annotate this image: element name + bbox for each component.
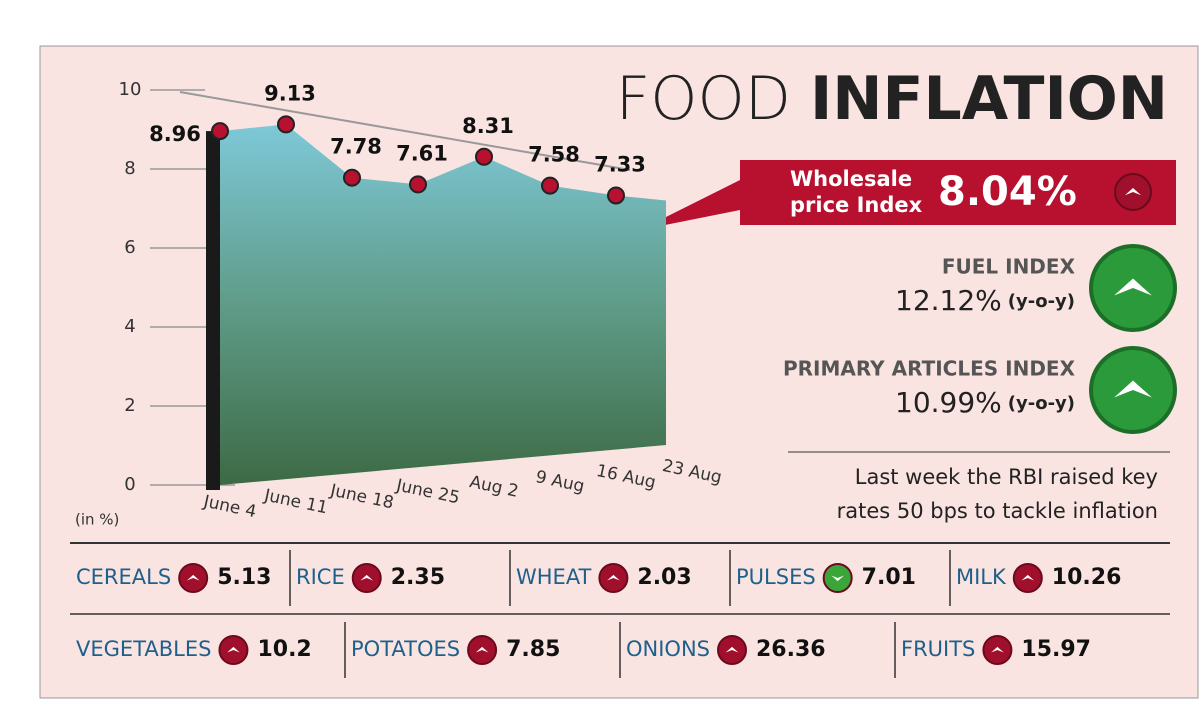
commodity-name: FRUITS xyxy=(901,637,975,661)
commodity-value: 26.36 xyxy=(756,637,826,662)
point xyxy=(211,122,229,141)
note: Last week the RBI raised key rates 50 bps… xyxy=(837,465,1158,523)
wholesale-label: Wholesale price Index xyxy=(790,167,923,217)
index-value-number: 12.12% xyxy=(895,284,1002,317)
data-label: 7.33 xyxy=(594,152,646,176)
title: FOOD INFLATION xyxy=(616,64,1168,134)
area xyxy=(220,124,666,486)
note-line: Last week the RBI raised key xyxy=(855,465,1158,489)
commodity-value: 5.13 xyxy=(217,565,271,590)
trend-line xyxy=(179,91,631,171)
icon-arrow xyxy=(360,574,374,581)
title-bold: INFLATION xyxy=(810,64,1168,134)
icon-arrow xyxy=(475,646,489,653)
arrow-icon xyxy=(351,563,382,593)
icon-arrow xyxy=(1114,278,1152,296)
commodity-value: 10.2 xyxy=(257,637,311,662)
data-label: 7.61 xyxy=(396,141,448,165)
y-axis-label: (in %) xyxy=(75,511,119,529)
point xyxy=(277,115,295,134)
y-tick-label: 8 xyxy=(124,158,135,179)
commodity-name: VEGETABLES xyxy=(76,637,211,661)
index-name: PRIMARY ARTICLES INDEX xyxy=(783,357,1076,381)
y-tick-label: 10 xyxy=(119,79,142,100)
point xyxy=(409,175,427,194)
arrow-icon xyxy=(717,635,747,665)
arrow-icon xyxy=(1089,346,1177,434)
commodity-name: RICE xyxy=(296,565,345,589)
icon-arrow xyxy=(186,574,200,581)
data-label: 7.78 xyxy=(330,135,382,159)
wholesale-label-line: price Index xyxy=(790,193,923,217)
icon-arrow xyxy=(725,646,739,653)
data-label: 8.31 xyxy=(462,114,514,138)
arrow-icon xyxy=(1114,173,1152,211)
commodity-name: ONIONS xyxy=(626,637,710,661)
commodity-name: CEREALS xyxy=(76,565,171,589)
index-name: FUEL INDEX xyxy=(942,255,1076,279)
icon-arrow xyxy=(1114,380,1152,398)
wholesale-value: 8.04% xyxy=(938,169,1077,215)
commodity-value: 7.01 xyxy=(862,565,916,590)
icon-arrow xyxy=(607,574,620,581)
commodity-value: 15.97 xyxy=(1021,637,1091,662)
icon-arrow xyxy=(1021,574,1035,581)
commodity-name: PULSES xyxy=(736,565,816,589)
arrow-icon xyxy=(1089,244,1177,332)
index-note: (y-o-y) xyxy=(1008,393,1075,414)
data-label: 8.96 xyxy=(149,122,201,146)
y-tick-label: 4 xyxy=(124,316,135,337)
index-value-number: 10.99% xyxy=(895,386,1002,419)
data-label: 7.58 xyxy=(528,143,580,167)
commodity-value: 7.85 xyxy=(506,637,560,662)
commodity-value: 2.35 xyxy=(391,565,445,590)
y-tick-label: 2 xyxy=(124,395,135,416)
point xyxy=(475,147,493,166)
arrow-icon xyxy=(982,635,1013,665)
arrow-icon xyxy=(598,563,629,593)
icon-arrow xyxy=(991,646,1004,653)
commodity-name: MILK xyxy=(956,565,1007,589)
arrow-icon xyxy=(1012,563,1043,593)
wholesale-label-line: Wholesale xyxy=(790,167,912,191)
wholesale-box xyxy=(640,160,1176,230)
icon-arrow xyxy=(227,646,240,653)
point xyxy=(541,176,559,195)
area-side xyxy=(206,131,220,490)
commodity-name: POTATOES xyxy=(351,637,460,661)
point xyxy=(343,168,361,187)
arrow-icon xyxy=(822,563,853,593)
icon-arrow xyxy=(831,575,844,582)
commodity-name: WHEAT xyxy=(516,565,592,589)
index-value: 10.99% (y-o-y) xyxy=(895,386,1075,419)
commodity-value: 10.26 xyxy=(1052,565,1122,590)
y-tick-label: 6 xyxy=(124,237,135,258)
y-tick-label: 0 xyxy=(124,474,135,495)
index-value: 12.12% (y-o-y) xyxy=(895,284,1075,317)
icon-arrow xyxy=(1124,187,1142,196)
title-light: FOOD xyxy=(616,64,791,134)
note-line: rates 50 bps to tackle inflation xyxy=(837,499,1158,523)
data-label: 9.13 xyxy=(264,81,316,105)
point xyxy=(607,186,625,205)
commodity-value: 2.03 xyxy=(637,565,691,590)
arrow-icon xyxy=(178,563,209,593)
arrow-icon xyxy=(467,635,498,665)
arrow-icon xyxy=(218,635,249,665)
index-note: (y-o-y) xyxy=(1008,291,1075,312)
